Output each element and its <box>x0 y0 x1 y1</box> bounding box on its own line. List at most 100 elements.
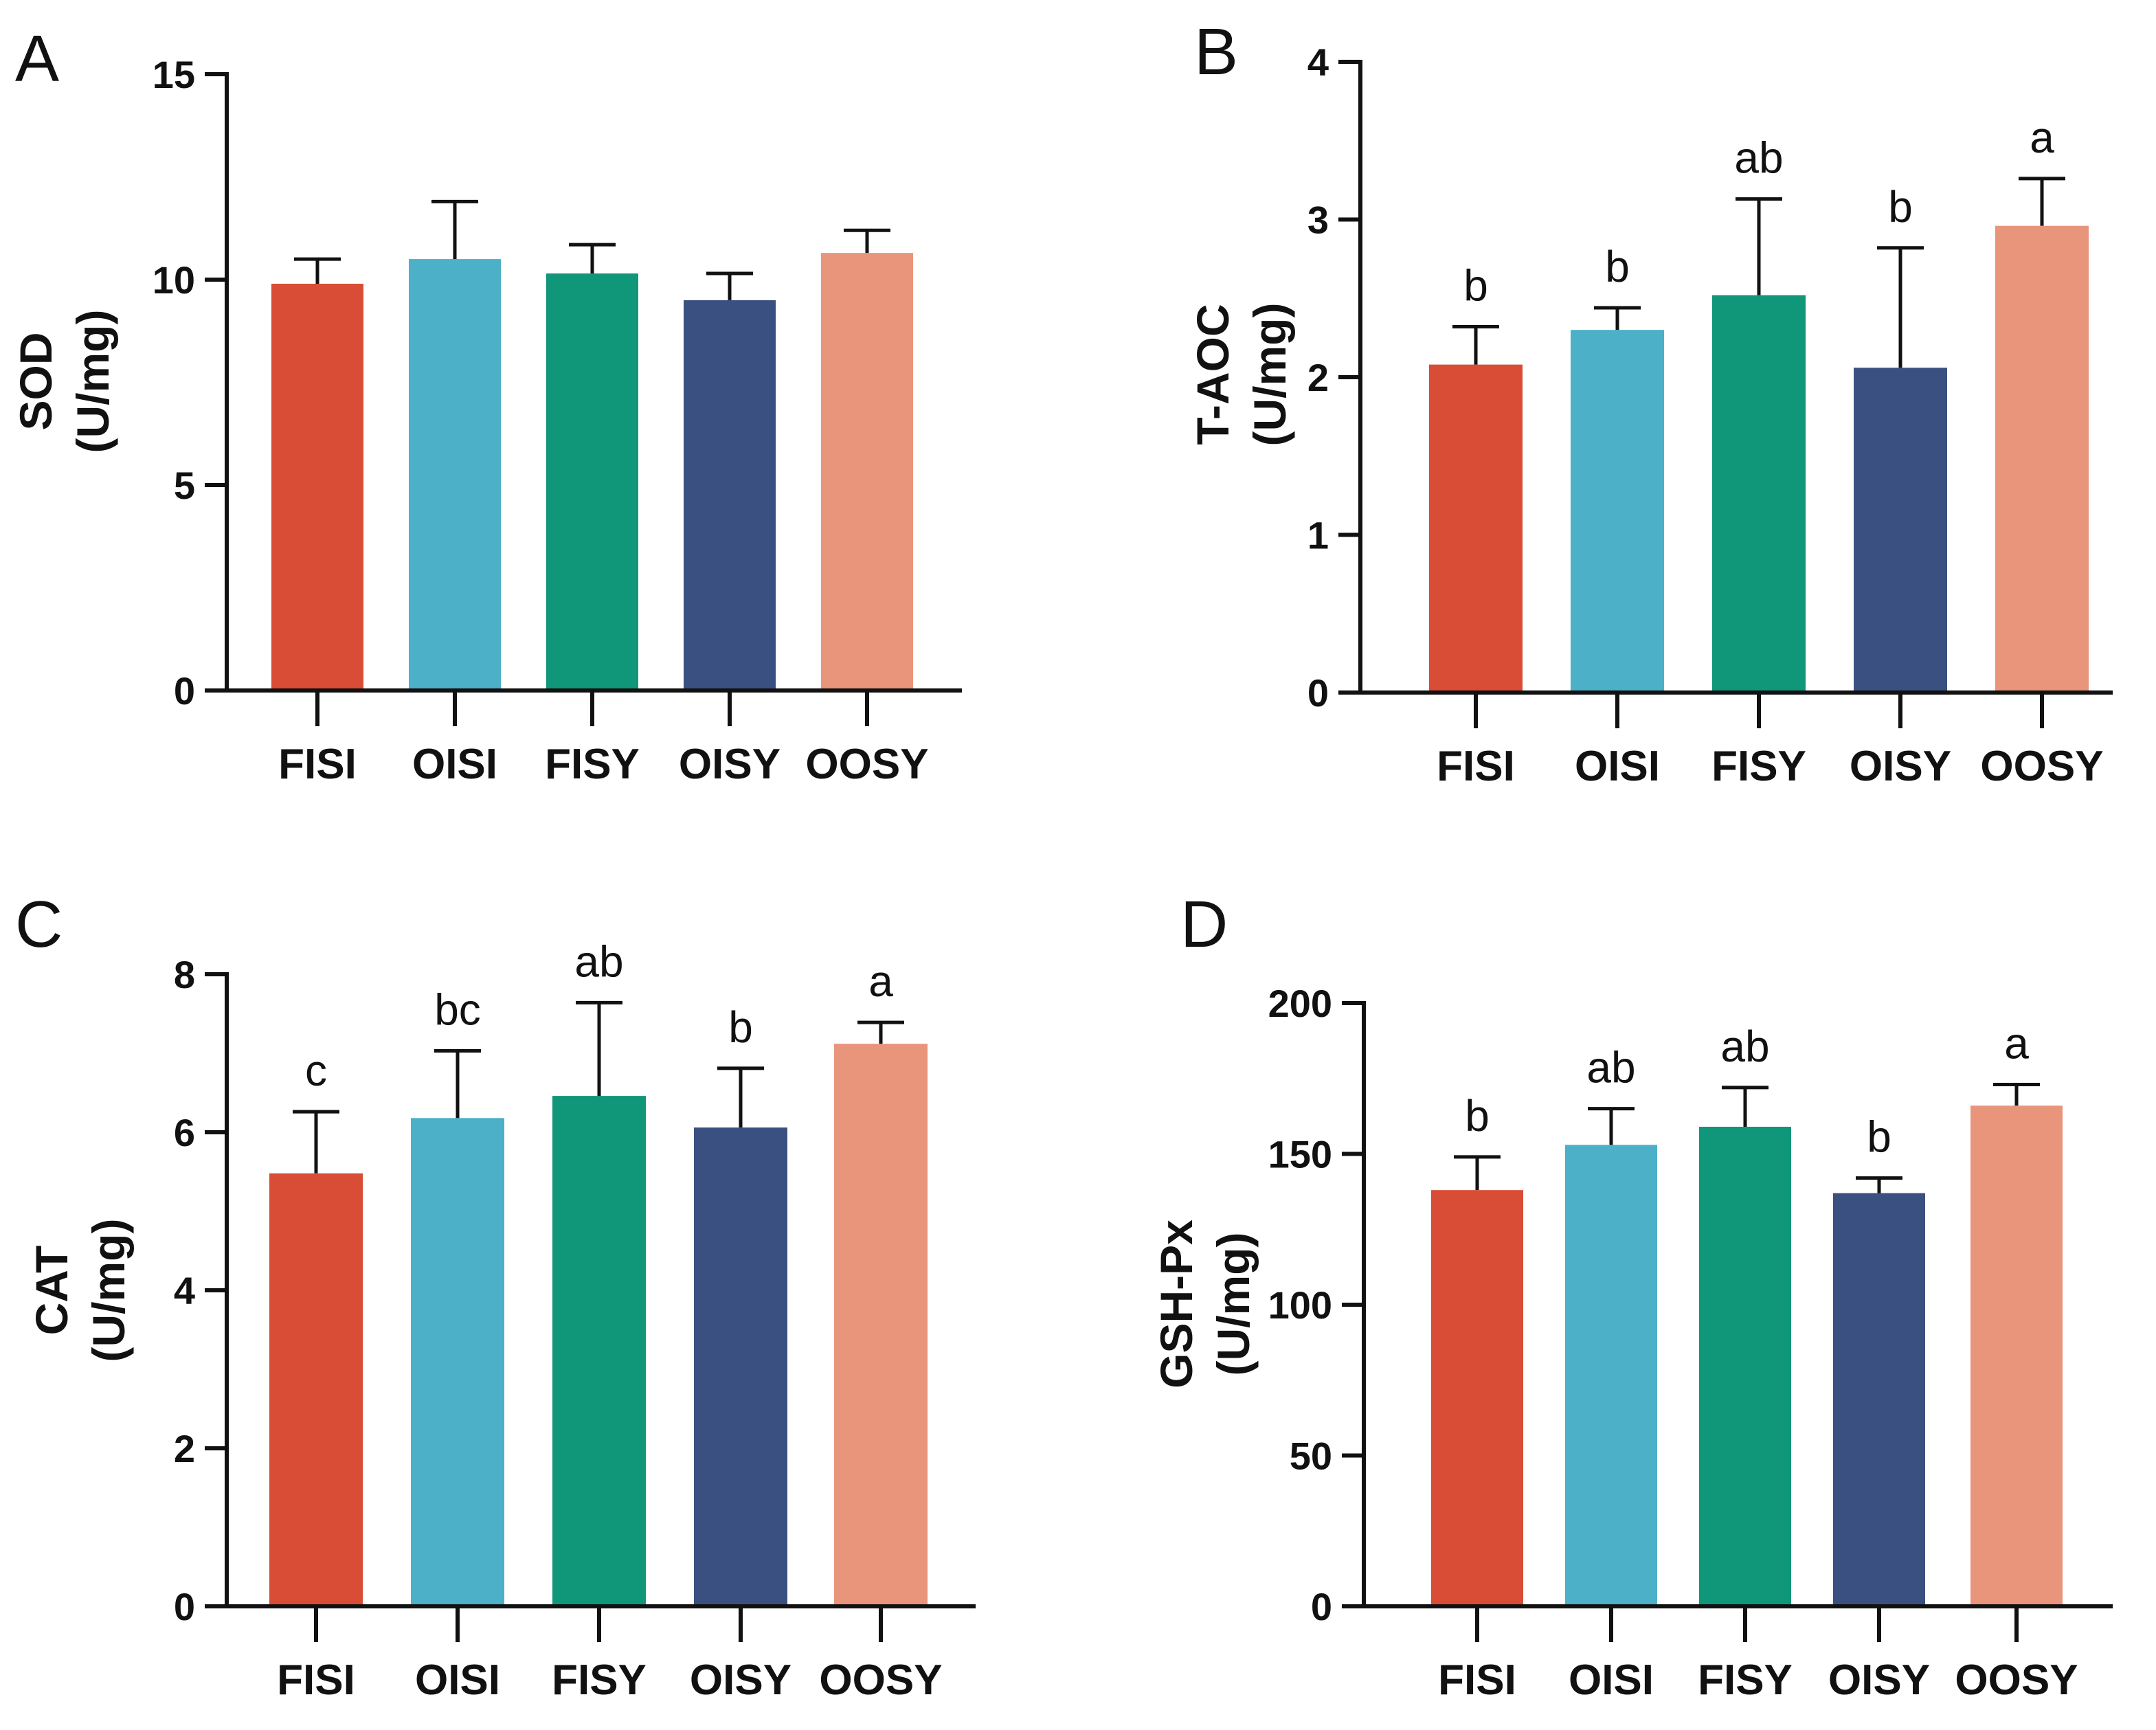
panel-b-sig-label-oosy: a <box>2030 113 2054 162</box>
panel-b-bar-fisi <box>1429 364 1523 693</box>
panel-c-bar-oosy <box>834 1044 928 1606</box>
panel-a-ylabel-line2: (U/mg) <box>67 310 118 453</box>
panel-c-ylabel-line2: (U/mg) <box>83 1219 134 1362</box>
panel-b: B T-AOC (U/mg) b FISI b OISI ab FISY b OISY a OOS… <box>1187 15 2113 790</box>
panel-b-x-tick-label-oisi: OISI <box>1575 743 1660 790</box>
panel-a-bar-fisi <box>271 283 363 691</box>
panel-a-plot: FISI OISI FISY OISY OOSY 0 5 10 15 <box>153 53 962 788</box>
panel-c-y-tick-label-0: 0 <box>174 1585 195 1628</box>
panel-c-sig-label-fisi: c <box>305 1046 327 1095</box>
panel-b-x-tick-label-oosy: OOSY <box>1980 743 2103 790</box>
panel-d-x-tick-label-oisy: OISY <box>1828 1656 1930 1704</box>
panel-b-ylabel-line1: T-AOC <box>1187 304 1238 445</box>
panel-a-y-tick-label-10: 10 <box>153 258 195 302</box>
panel-b-bar-fisy <box>1712 295 1806 693</box>
panel-a-bar-fisy <box>546 273 638 690</box>
panel-c-bar-fisi <box>269 1173 363 1606</box>
panel-letter-c: C <box>15 888 63 961</box>
panel-a-errorbar-oisy <box>706 271 753 300</box>
panel-a-errorbar-fisy <box>569 243 616 274</box>
panel-d-y-tick-label-50: 50 <box>1290 1435 1332 1478</box>
panel-d-bar-oisy <box>1833 1193 1925 1606</box>
panel-c-sig-label-oosy: a <box>868 956 893 1006</box>
panel-d-x-tick-label-fisy: FISY <box>1698 1656 1793 1704</box>
panel-d-sig-label-fisi: b <box>1465 1091 1490 1141</box>
panel-c-errorbar-oosy <box>857 1020 904 1044</box>
panel-a-errorbar-fisi <box>294 257 341 284</box>
panel-letter-a: A <box>15 22 59 96</box>
panel-d-bar-oosy <box>1970 1105 2063 1606</box>
panel-a-errorbar-oisi <box>431 199 478 260</box>
panel-c: C CAT (U/mg) c FISI bc OISI ab FISY b OISY a OOSY… <box>15 888 976 1704</box>
panel-b-errorbar-oisy <box>1877 246 1924 368</box>
panel-b-y-tick-label-0: 0 <box>1307 671 1329 715</box>
panel-d-ylabel-line2: (U/mg) <box>1208 1233 1259 1376</box>
panel-d-sig-label-oosy: a <box>2004 1019 2029 1068</box>
panel-d-errorbar-oisi <box>1588 1107 1635 1145</box>
panel-d-errorbar-fisy <box>1722 1086 1768 1127</box>
panel-d-sig-label-fisy: ab <box>1720 1022 1769 1071</box>
panel-c-bar-fisy <box>552 1096 646 1606</box>
panel-b-x-tick-label-fisi: FISI <box>1437 743 1515 790</box>
panel-d-plot: b FISI ab OISI ab FISY b OISY a OOSY 0 50 100 150 200 <box>1268 982 2113 1704</box>
panel-a-bar-oosy <box>821 253 913 690</box>
panel-d-y-tick-label-0: 0 <box>1311 1585 1332 1628</box>
panel-d-ylabel-line1: GSH-Px <box>1151 1220 1202 1389</box>
panel-b-errorbar-fisi <box>1452 325 1499 365</box>
panel-d-x-tick-label-fisi: FISI <box>1438 1656 1516 1704</box>
panel-c-ylabel-line1: CAT <box>26 1246 77 1336</box>
panel-c-y-tick-label-6: 6 <box>174 1111 195 1154</box>
panel-c-x-tick-label-oisi: OISI <box>415 1656 500 1704</box>
panel-c-sig-label-fisy: ab <box>574 936 623 986</box>
panel-c-errorbar-oisi <box>434 1049 481 1119</box>
panel-b-sig-label-fisi: b <box>1463 261 1488 311</box>
panel-a-ylabel-line1: SOD <box>10 332 61 430</box>
panel-c-sig-label-oisi: bc <box>434 985 481 1035</box>
panel-d-y-tick-label-100: 100 <box>1268 1283 1332 1327</box>
panel-b-ylabel-line2: (U/mg) <box>1244 303 1295 447</box>
panel-a-ylabel: SOD (U/mg) <box>10 310 118 453</box>
panel-b-y-tick-label-4: 4 <box>1307 41 1329 84</box>
panel-b-sig-label-oisy: b <box>1888 182 1913 232</box>
panel-a-x-tick-label-fisy: FISY <box>545 741 640 788</box>
panel-a-y-tick-label-15: 15 <box>153 53 195 96</box>
panel-a-y-tick-label-0: 0 <box>174 669 195 712</box>
panel-d-bar-fisi <box>1431 1190 1523 1606</box>
panel-d-bar-oisi <box>1565 1145 1657 1606</box>
panel-b-errorbar-fisy <box>1736 197 1782 295</box>
panel-b-y-tick-label-2: 2 <box>1307 356 1329 399</box>
panel-a-y-tick-label-5: 5 <box>174 464 195 507</box>
panel-c-y-tick-label-2: 2 <box>174 1427 195 1470</box>
panel-c-y-tick-label-8: 8 <box>174 953 195 996</box>
panel-b-plot: b FISI b OISI ab FISY b OISY a OOSY 0 1 2 3 4 <box>1307 41 2113 790</box>
panel-b-bar-oisi <box>1571 330 1664 693</box>
panel-a-bar-oisi <box>409 259 501 691</box>
panel-a-bar-oisy <box>684 300 776 690</box>
panel-letter-b: B <box>1194 15 1238 89</box>
panel-c-x-tick-label-fisi: FISI <box>277 1656 355 1704</box>
panel-c-bar-oisy <box>694 1127 787 1606</box>
panel-c-ylabel: CAT (U/mg) <box>26 1219 134 1362</box>
panel-b-errorbar-oisi <box>1594 306 1641 330</box>
panel-d-bar-fisy <box>1699 1126 1791 1606</box>
panel-d-x-tick-label-oosy: OOSY <box>1955 1656 2078 1704</box>
panel-d-y-tick-label-200: 200 <box>1268 982 1332 1025</box>
panel-b-x-tick-label-oisy: OISY <box>1850 743 1951 790</box>
panel-a-x-tick-label-oisi: OISI <box>412 741 497 788</box>
panel-a-x-tick-label-oosy: OOSY <box>805 741 928 788</box>
panel-b-sig-label-oisi: b <box>1605 242 1630 291</box>
panel-letter-d: D <box>1180 888 1228 961</box>
panel-d-sig-label-oisy: b <box>1867 1112 1891 1162</box>
panel-c-plot: c FISI bc OISI ab FISY b OISY a OOSY 0 2 4 6 8 <box>174 936 976 1704</box>
panel-b-sig-label-fisy: ab <box>1734 133 1783 183</box>
panel-d-errorbar-oosy <box>1993 1083 2040 1106</box>
panel-b-y-tick-label-3: 3 <box>1307 199 1329 242</box>
panel-b-y-tick-label-1: 1 <box>1307 514 1329 557</box>
panel-b-x-tick-label-fisy: FISY <box>1711 743 1806 790</box>
panel-c-y-tick-label-4: 4 <box>174 1269 195 1312</box>
panel-a: A SOD (U/mg) FISI OISI FISY OISY OOSY 0 5 10 15 <box>10 22 962 788</box>
panel-a-x-tick-label-oisy: OISY <box>679 741 781 788</box>
panel-c-errorbar-fisy <box>576 1000 622 1097</box>
panel-c-bar-oisi <box>411 1118 504 1606</box>
panel-a-errorbar-oosy <box>844 228 890 254</box>
